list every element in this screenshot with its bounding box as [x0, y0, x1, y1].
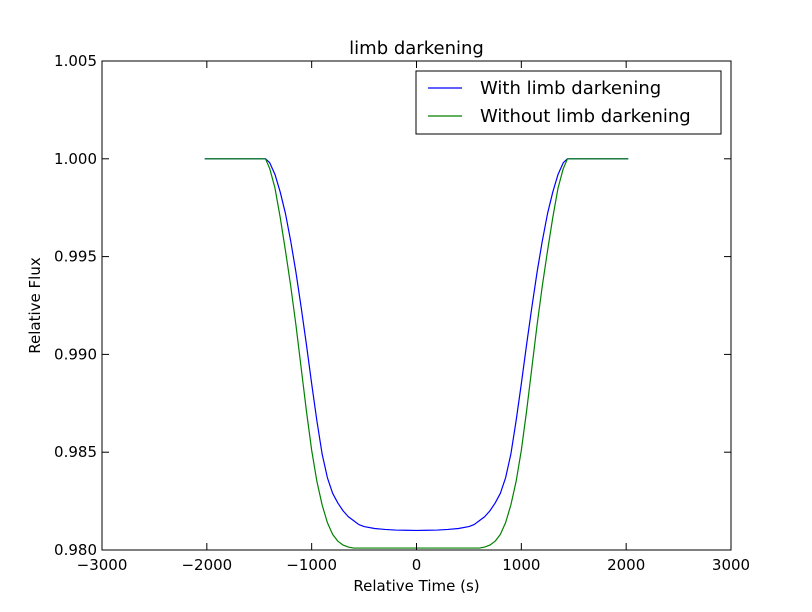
legend-label-without-limb-darkening: Without limb darkening	[480, 106, 691, 127]
y-tick-label: 0.985	[54, 443, 97, 461]
y-tick-label: 0.980	[54, 541, 97, 559]
chart-title: limb darkening	[349, 38, 484, 59]
legend-box	[415, 70, 722, 135]
ticks-layer: −3000 −2000 −1000 0 1000 2000 3000 0.980 0.985 0.…	[54, 52, 750, 574]
y-tick-label: 1.000	[54, 150, 97, 168]
y-tick-label: 0.990	[54, 345, 97, 363]
x-tick-label: −3000	[77, 556, 128, 574]
series-line-with-limb-darkening	[204, 158, 629, 532]
y-axis-title: Relative Flux	[26, 257, 44, 354]
legend: With limb darkening Without limb darkeni…	[415, 70, 722, 135]
y-tick-label: 1.005	[54, 52, 97, 70]
x-tick-label: 0	[412, 556, 422, 574]
x-tick-label: −1000	[286, 556, 337, 574]
x-tick-label: 3000	[712, 556, 750, 574]
y-tick-label: 0.995	[54, 248, 97, 266]
x-tick-label: 2000	[607, 556, 645, 574]
x-axis-title: Relative Time (s)	[353, 577, 479, 595]
legend-label-with-limb-darkening: With limb darkening	[480, 78, 661, 99]
x-tick-label: 1000	[502, 556, 540, 574]
x-tick-label: −2000	[181, 556, 232, 574]
